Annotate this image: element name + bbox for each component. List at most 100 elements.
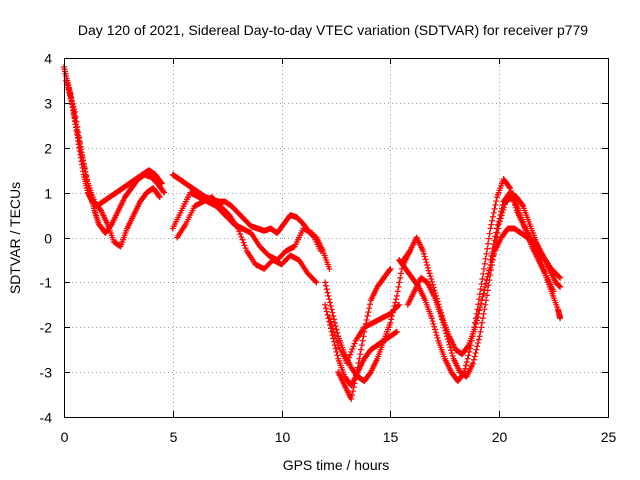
data-point xyxy=(477,286,484,293)
data-point xyxy=(364,313,371,320)
data-point xyxy=(519,201,526,208)
data-point xyxy=(79,153,86,160)
data-point xyxy=(158,179,165,186)
data-point xyxy=(352,376,359,383)
data-point xyxy=(77,144,84,151)
data-point xyxy=(493,229,500,236)
x-tick-labels: 0 5 10 15 20 25 xyxy=(61,429,617,445)
data-point xyxy=(489,217,496,224)
data-point xyxy=(438,313,445,320)
data-point xyxy=(464,343,471,350)
data-point xyxy=(434,334,441,341)
data-point xyxy=(346,354,353,361)
data-point xyxy=(83,172,90,179)
data-point xyxy=(356,355,363,362)
data-point xyxy=(429,318,436,325)
data-point xyxy=(393,296,400,303)
data-point xyxy=(488,221,495,228)
series-track-n xyxy=(487,189,564,281)
data-point xyxy=(421,253,428,260)
data-point xyxy=(439,316,446,323)
data-point xyxy=(470,356,477,363)
data-point xyxy=(334,352,341,359)
data-point xyxy=(445,338,452,345)
data-point xyxy=(484,287,491,294)
data-point xyxy=(330,328,337,335)
data-point xyxy=(488,261,495,268)
data-point xyxy=(312,278,319,285)
data-point xyxy=(361,328,368,335)
data-point xyxy=(238,233,245,240)
data-point xyxy=(496,215,503,222)
data-point xyxy=(73,118,80,125)
x-tick-label: 0 xyxy=(61,429,69,445)
data-point xyxy=(363,316,370,323)
data-point xyxy=(394,288,401,295)
data-point xyxy=(485,235,492,242)
data-point xyxy=(472,350,479,357)
data-point xyxy=(473,320,480,327)
x-tick-label: 20 xyxy=(492,429,508,445)
data-point xyxy=(475,336,482,343)
data-point xyxy=(395,283,402,290)
y-tick-label: -1 xyxy=(40,275,53,291)
data-point xyxy=(343,360,350,367)
y-tick-label: 0 xyxy=(44,231,52,247)
data-point xyxy=(327,299,334,306)
data-point xyxy=(480,310,487,317)
data-point xyxy=(156,194,163,201)
data-point xyxy=(326,315,333,322)
data-point xyxy=(556,273,563,280)
x-axis-label: GPS time / hours xyxy=(283,457,390,473)
data-point xyxy=(471,353,478,360)
data-point xyxy=(349,388,356,395)
data-point xyxy=(428,276,435,283)
data-point xyxy=(358,342,365,349)
data-point xyxy=(359,337,366,344)
data-point xyxy=(494,222,501,229)
data-point xyxy=(326,296,333,303)
data-point xyxy=(443,330,450,337)
data-point xyxy=(76,139,83,146)
data-point xyxy=(449,352,456,359)
data-point xyxy=(425,267,432,274)
data-point xyxy=(237,231,244,238)
data-point xyxy=(329,309,336,316)
data-point xyxy=(327,302,334,309)
data-point xyxy=(354,364,361,371)
data-point xyxy=(487,225,494,232)
data-point xyxy=(482,255,489,262)
data-point xyxy=(353,368,360,375)
data-point xyxy=(355,360,362,367)
data-point xyxy=(477,328,484,335)
data-point xyxy=(362,320,369,327)
data-point xyxy=(331,316,338,323)
data-points xyxy=(61,63,564,403)
data-point xyxy=(490,209,497,216)
data-point xyxy=(71,106,78,113)
data-point xyxy=(366,305,373,312)
data-point xyxy=(487,272,494,279)
data-point xyxy=(474,314,481,321)
data-point xyxy=(393,292,400,299)
series-track-m xyxy=(404,194,564,380)
data-point xyxy=(499,201,506,208)
data-point xyxy=(69,100,76,107)
y-axis-label: SDTVAR / TECUs xyxy=(7,182,23,294)
data-point xyxy=(480,265,487,272)
data-point xyxy=(317,247,324,254)
data-point xyxy=(487,256,494,263)
y-tick-label: 4 xyxy=(44,51,52,67)
data-point xyxy=(492,233,499,240)
data-point xyxy=(481,260,488,267)
data-point xyxy=(365,309,372,316)
data-point xyxy=(330,313,337,320)
data-point xyxy=(80,157,87,164)
series-track-c xyxy=(65,86,163,250)
data-point xyxy=(432,329,439,336)
data-point xyxy=(489,213,496,220)
data-point xyxy=(481,306,488,313)
data-point xyxy=(424,261,431,268)
data-point xyxy=(441,324,448,331)
